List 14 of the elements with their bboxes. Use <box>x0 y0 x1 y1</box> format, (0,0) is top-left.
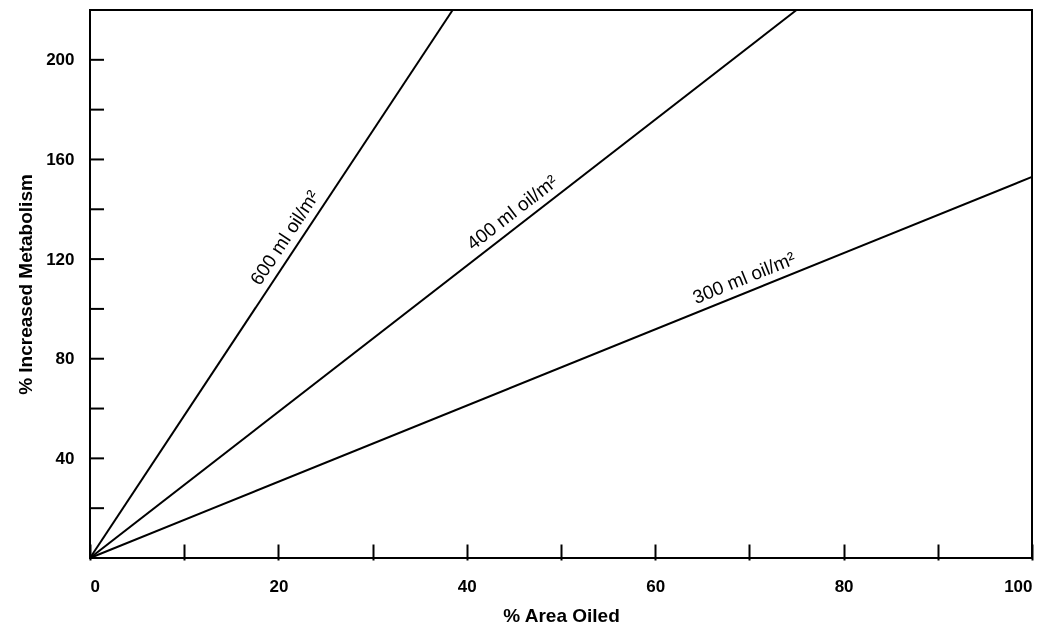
x-tick-label: 20 <box>269 576 289 596</box>
y-tick-label: 120 <box>46 249 75 269</box>
x-axis-title: % Area Oiled <box>503 604 620 626</box>
y-tick-label: 80 <box>55 349 75 369</box>
y-tick-label: 200 <box>46 50 75 70</box>
x-tick-label: 0 <box>90 576 100 596</box>
y-axis-title: % Increased Metabolism <box>15 174 37 395</box>
text: 300 ml oil/m² <box>689 247 799 308</box>
x-tick-label: 40 <box>457 576 477 596</box>
y-tick-label: 160 <box>46 149 75 169</box>
x-tick-label: 60 <box>646 576 666 596</box>
x-tick-label: 80 <box>834 576 854 596</box>
y-tick-label: 40 <box>55 448 75 468</box>
x-tick-label: 100 <box>1004 576 1033 596</box>
